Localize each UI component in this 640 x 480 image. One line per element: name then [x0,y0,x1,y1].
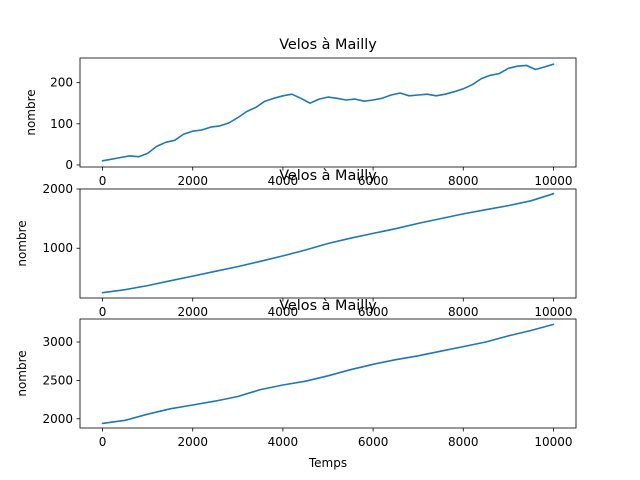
x-tick-label: 8000 [448,435,479,449]
x-tick-label: 2000 [177,305,208,319]
subplot-1: 0 2000 4000 6000 8000 10000 0 100 200 Velos à M… [24,37,577,188]
y-axis-label-3: nombre [15,350,29,396]
series-line-2 [101,192,555,294]
axes-frame-3 [79,318,577,429]
x-ticks-2: 0 2000 4000 6000 8000 10000 [99,298,573,319]
chart-title-2: Velos à Mailly [279,168,377,184]
x-tick-label: 8000 [448,305,479,319]
series-line-1 [101,63,555,162]
x-tick-label: 4000 [268,435,299,449]
chart-title-1: Velos à Mailly [279,37,377,53]
y-tick-label: 200 [50,76,73,90]
series-line-3 [101,323,555,425]
y-tick-label: 1000 [42,241,73,255]
x-tick-label: 4000 [268,305,299,319]
y-tick-label: 100 [50,117,73,131]
x-ticks-1: 0 2000 4000 6000 8000 10000 [99,167,573,188]
y-tick-label: 0 [65,158,73,172]
x-tick-label: 0 [99,174,107,188]
x-tick-label: 6000 [358,435,389,449]
x-tick-label: 10000 [534,174,572,188]
y-tick-label: 2000 [42,412,73,426]
x-tick-label: 10000 [534,435,572,449]
x-tick-label: 10000 [534,305,572,319]
x-tick-label: 8000 [448,174,479,188]
y-axis-label-2: nombre [15,220,29,266]
x-tick-label: 6000 [358,174,389,188]
y-ticks-1: 0 100 200 [50,76,80,172]
axes-frame-1 [79,57,577,168]
subplot-3: 0 2000 4000 6000 8000 10000 2000 2500 3000 Velo… [15,298,577,470]
x-tick-label: 2000 [177,435,208,449]
x-tick-label: 4000 [268,174,299,188]
x-axis-label-3: Temps [308,456,347,470]
x-tick-label: 6000 [358,305,389,319]
y-ticks-3: 2000 2500 3000 [42,335,80,426]
y-tick-label: 2000 [42,182,73,196]
y-axis-label-1: nombre [24,89,38,135]
axes-frame-2 [79,188,577,299]
x-ticks-3: 0 2000 4000 6000 8000 10000 [99,428,573,449]
y-ticks-2: 1000 2000 [42,182,80,255]
x-tick-label: 0 [99,435,107,449]
x-tick-label: 2000 [177,174,208,188]
x-tick-label: 0 [99,305,107,319]
y-tick-label: 3000 [42,335,73,349]
chart-title-3: Velos à Mailly [279,298,377,314]
subplot-2: 0 2000 4000 6000 8000 10000 1000 2000 Velos à … [15,168,577,319]
y-tick-label: 2500 [42,373,73,387]
